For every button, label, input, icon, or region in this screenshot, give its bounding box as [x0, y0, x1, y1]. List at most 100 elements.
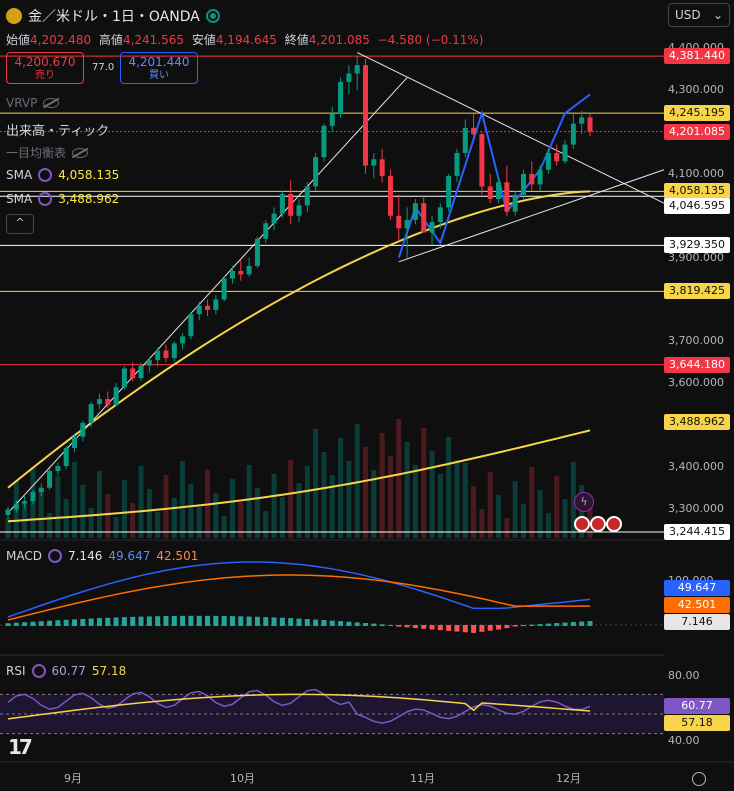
loop-icon — [38, 168, 53, 182]
volume-bar — [72, 462, 78, 538]
price-axis-label: 3,929.350 — [664, 237, 730, 254]
candle-body — [587, 117, 593, 132]
candle-body — [163, 350, 169, 359]
volume-bar — [512, 481, 518, 538]
lightning-icon[interactable]: ϟ — [574, 492, 594, 512]
price-axis-label: 4,201.085 — [664, 123, 730, 140]
price-axis-label: 4,058.135 — [664, 183, 730, 200]
macd-histogram-bar — [537, 624, 543, 626]
vrvp-indicator[interactable]: VRVP — [6, 96, 60, 110]
rsi-ma-value: 57.18 — [91, 664, 127, 678]
sma2-value: 3,488.962 — [58, 192, 120, 206]
candle-body — [213, 299, 219, 310]
macd-histogram-bar — [421, 625, 427, 629]
macd-histogram-bar — [63, 619, 69, 626]
buy-button[interactable]: 4,201.440 買い — [120, 52, 198, 84]
volume-indicator[interactable]: 出来高・ティック — [6, 120, 109, 139]
loop-icon — [38, 192, 53, 206]
candle-body — [5, 509, 11, 515]
macd-histogram-bar — [429, 625, 435, 630]
candle-body — [321, 125, 327, 158]
macd-histogram-bar — [96, 618, 102, 626]
us-flag-icon[interactable] — [590, 516, 606, 532]
macd-legend[interactable]: MACD 7.146 49.647 42.501 — [6, 549, 198, 563]
hidden-eye-icon[interactable] — [43, 98, 60, 108]
candle-body — [545, 152, 551, 170]
candle-body — [138, 365, 144, 379]
volume-bar — [5, 518, 11, 538]
macd-histogram-bar — [562, 622, 568, 626]
macd-histogram-bar — [363, 622, 369, 626]
candle-body — [579, 117, 585, 124]
macd-line-label: 49.647 — [664, 580, 730, 596]
volume-bar — [38, 490, 44, 538]
sma2-label: SMA — [6, 192, 33, 206]
candle-body — [13, 503, 19, 510]
macd-histogram-bar — [379, 624, 385, 626]
low-label: 安値 — [191, 33, 216, 47]
volume-bar — [213, 493, 219, 538]
chevron-down-icon: ⌄ — [712, 8, 723, 22]
volume-bar — [437, 474, 443, 538]
candle-body — [130, 368, 136, 379]
volume-bar — [155, 512, 161, 538]
candle-body — [446, 176, 452, 208]
settings-icon[interactable] — [692, 772, 706, 786]
candle-body — [304, 186, 310, 206]
macd-histogram-bar — [446, 625, 452, 631]
us-flag-icon[interactable] — [606, 516, 622, 532]
macd-histogram-bar — [138, 616, 144, 626]
macd-histogram-bar — [146, 616, 152, 626]
low-value: 4,194.645 — [215, 33, 277, 47]
price-axis-tick: 3,600.000 — [668, 376, 724, 390]
high-value: 4,241.565 — [122, 33, 185, 47]
candle-body — [379, 159, 385, 177]
macd-histogram-bar — [346, 621, 352, 626]
volume-bar — [562, 499, 568, 538]
candle-body — [221, 278, 227, 300]
rsi-legend[interactable]: RSI 60.77 57.18 — [6, 664, 126, 678]
currency-select[interactable]: USD ⌄ — [668, 3, 730, 27]
macd-histogram-bar — [72, 619, 78, 626]
symbol-header[interactable]: 金／米ドル・1日・OANDA — [6, 6, 220, 26]
volume-bar — [288, 460, 294, 538]
macd-line — [7, 561, 591, 618]
candle-body — [537, 169, 543, 185]
price-axis-tick: 3,700.000 — [668, 334, 724, 348]
change-value: −4.580 (−0.11%) — [377, 33, 484, 47]
candle-body — [329, 113, 335, 126]
candle-body — [171, 343, 177, 359]
ichimoku-indicator[interactable]: 一目均衡表 — [6, 144, 89, 161]
volume-bar — [238, 502, 244, 538]
macd-histogram-bar — [271, 617, 277, 626]
candle-body — [396, 215, 402, 229]
candle-body — [55, 466, 61, 472]
sma1-value: 4,058.135 — [58, 168, 120, 182]
volume-bar — [263, 511, 269, 538]
vrvp-label: VRVP — [6, 96, 38, 110]
candle-body — [354, 65, 360, 74]
sma-indicator-1[interactable]: SMA 4,058.135 — [6, 168, 119, 182]
macd-histogram-bar — [88, 618, 94, 626]
candle-body — [512, 194, 518, 212]
candle-body — [105, 399, 111, 405]
volume-bar — [504, 518, 510, 538]
rsi-tick-40: 40.00 — [668, 734, 700, 747]
hidden-eye-icon[interactable] — [72, 147, 89, 158]
sell-button[interactable]: 4,200.670 売り — [6, 52, 84, 84]
macd-histogram-bar — [512, 625, 518, 627]
volume-bar — [63, 499, 69, 538]
price-axis-label: 3,644.180 — [664, 356, 730, 373]
x-label-dec: 12月 — [556, 772, 581, 785]
collapse-indicators-button[interactable]: ^ — [6, 214, 34, 234]
candle-body — [421, 203, 427, 233]
us-flag-icon[interactable] — [574, 516, 590, 532]
macd-histogram-bar — [229, 616, 235, 626]
volume-bar — [429, 451, 435, 538]
symbol-title[interactable]: 金／米ドル・1日・OANDA — [28, 9, 200, 25]
macd-histogram-bar — [254, 616, 260, 626]
tradingview-logo[interactable]: 17 — [8, 735, 33, 759]
candle-body — [387, 176, 393, 216]
sma-indicator-2[interactable]: SMA 3,488.962 — [6, 192, 119, 206]
